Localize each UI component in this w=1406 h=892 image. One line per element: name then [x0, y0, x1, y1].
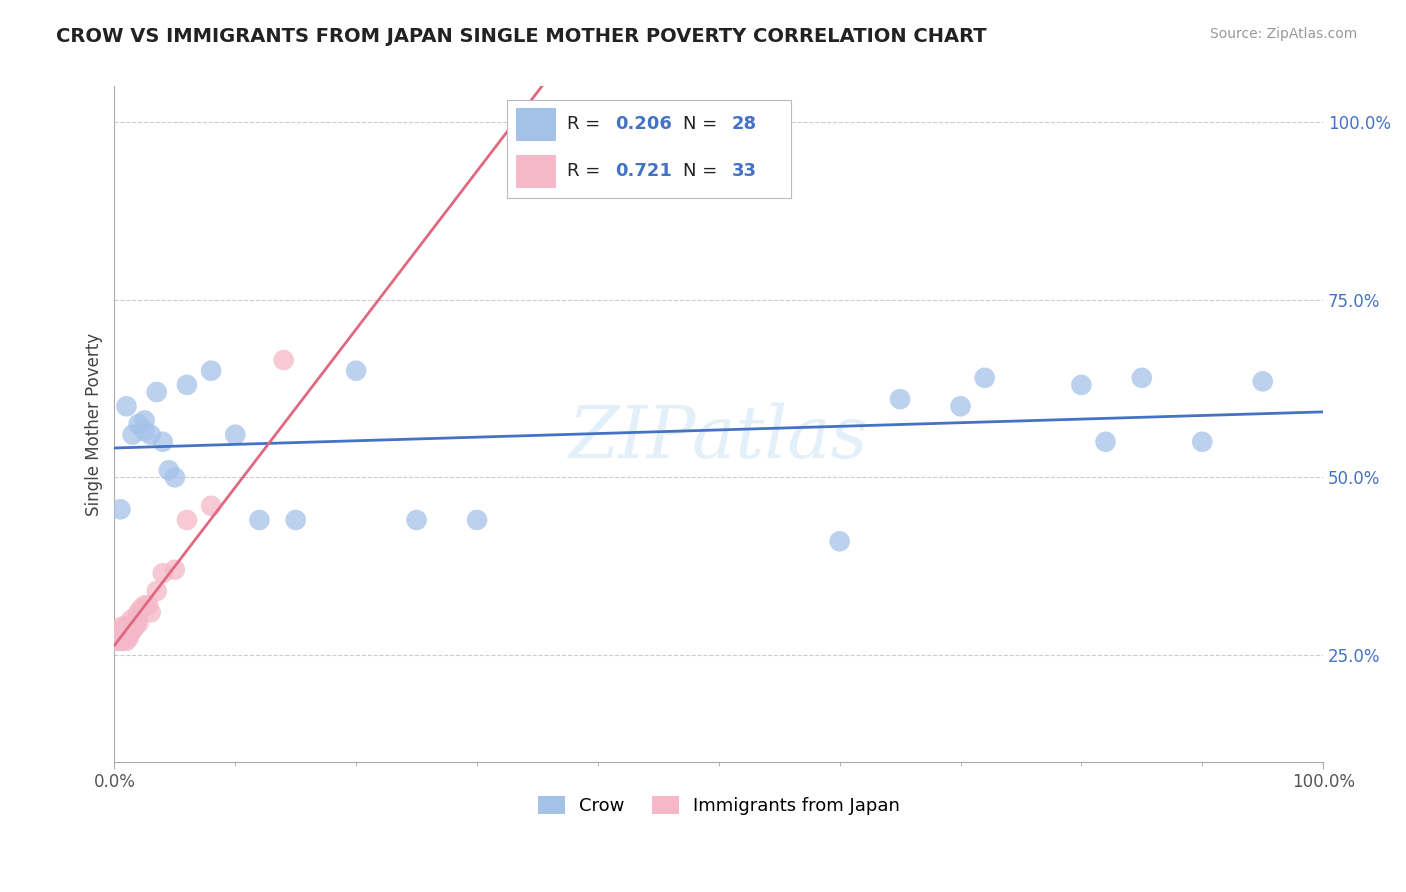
Text: ZIPatlas: ZIPatlas: [569, 402, 869, 473]
Point: [124, 619, 146, 633]
Point: [117, 626, 139, 640]
Legend: Crow, Immigrants from Japan: Crow, Immigrants from Japan: [530, 789, 907, 822]
Point: [465, 513, 488, 527]
Point: [145, 584, 167, 599]
Point: [118, 630, 141, 644]
Point: [889, 392, 911, 406]
Point: [110, 633, 132, 648]
Point: [157, 463, 180, 477]
Point: [405, 513, 427, 527]
Point: [1130, 371, 1153, 385]
Point: [139, 427, 162, 442]
Point: [114, 619, 136, 633]
Point: [121, 623, 143, 637]
Point: [249, 513, 271, 527]
Point: [163, 470, 186, 484]
Point: [1251, 375, 1274, 389]
Point: [134, 424, 156, 438]
Point: [108, 623, 131, 637]
Point: [128, 417, 150, 431]
Point: [122, 615, 145, 630]
Point: [176, 378, 198, 392]
Point: [127, 609, 149, 624]
Point: [526, 115, 548, 129]
Point: [134, 413, 156, 427]
Point: [111, 633, 134, 648]
Text: CROW VS IMMIGRANTS FROM JAPAN SINGLE MOTHER POVERTY CORRELATION CHART: CROW VS IMMIGRANTS FROM JAPAN SINGLE MOT…: [56, 27, 987, 45]
Point: [115, 633, 138, 648]
Point: [120, 623, 142, 637]
Point: [224, 427, 246, 442]
Point: [1191, 434, 1213, 449]
Point: [200, 499, 222, 513]
Point: [949, 399, 972, 413]
Point: [284, 513, 307, 527]
Point: [139, 606, 162, 620]
Point: [973, 371, 995, 385]
Point: [163, 563, 186, 577]
Point: [1070, 378, 1092, 392]
Point: [115, 630, 138, 644]
Point: [176, 513, 198, 527]
Point: [115, 399, 138, 413]
Point: [118, 626, 141, 640]
Point: [128, 606, 150, 620]
Point: [828, 534, 851, 549]
Point: [134, 599, 156, 613]
Point: [111, 619, 134, 633]
Point: [1094, 434, 1116, 449]
Y-axis label: Single Mother Poverty: Single Mother Poverty: [86, 333, 103, 516]
Point: [107, 633, 129, 648]
Point: [128, 615, 150, 630]
Point: [152, 434, 174, 449]
Point: [112, 626, 135, 640]
Text: Source: ZipAtlas.com: Source: ZipAtlas.com: [1209, 27, 1357, 41]
Point: [136, 599, 159, 613]
Point: [112, 623, 135, 637]
Point: [273, 353, 295, 368]
Point: [344, 364, 367, 378]
Point: [110, 502, 132, 516]
Point: [129, 602, 152, 616]
Point: [125, 615, 148, 630]
Point: [200, 364, 222, 378]
Point: [152, 566, 174, 581]
Point: [145, 384, 167, 399]
Point: [121, 427, 143, 442]
Point: [120, 613, 142, 627]
